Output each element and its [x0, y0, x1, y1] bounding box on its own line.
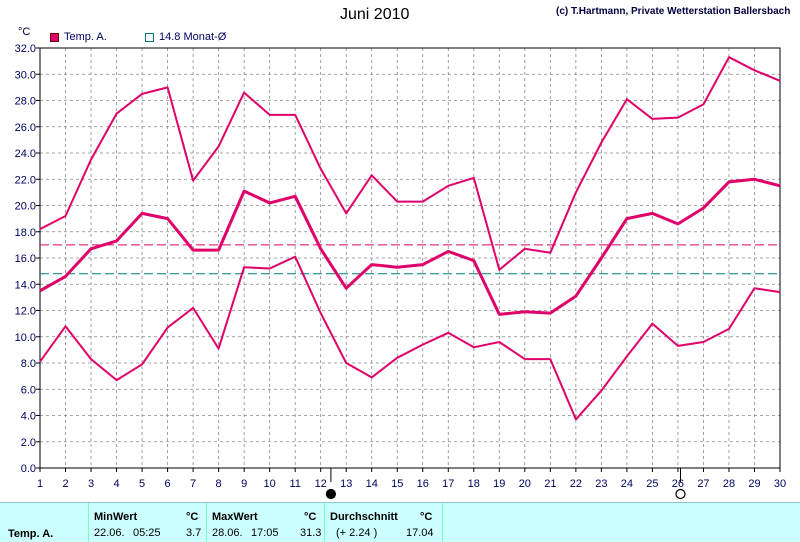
- x-tick-label: 13: [340, 478, 352, 490]
- x-tick-label: 30: [774, 478, 786, 490]
- y-tick-label: 24.0: [15, 148, 36, 160]
- series-line-min: [39, 255, 781, 421]
- x-tick-label: 28: [723, 478, 735, 490]
- max-time: 17:05: [251, 527, 279, 539]
- min-time: 05:25: [133, 527, 161, 539]
- x-tick-label: 22: [570, 478, 582, 490]
- x-tick-label: 2: [62, 478, 68, 490]
- x-tick-label: 23: [595, 478, 607, 490]
- x-tick-label: 26: [672, 478, 684, 490]
- y-tick-label: 16.0: [15, 253, 36, 265]
- x-tick-label: 7: [190, 478, 196, 490]
- x-tick-label: 29: [748, 478, 760, 490]
- avg-unit: °C: [420, 511, 433, 523]
- full-moon-icon: [675, 488, 686, 500]
- legend-temp-label: Temp. A.: [64, 31, 107, 43]
- max-header: MaxWert: [212, 511, 258, 523]
- x-tick-label: 17: [442, 478, 454, 490]
- min-date: 22.06.: [94, 527, 125, 539]
- legend-swatch-empty: [145, 32, 154, 42]
- avg-value: 17.04: [406, 527, 434, 539]
- y-tick-label: 12.0: [15, 306, 36, 318]
- legend-average: 14.8 Monat-Ø: [145, 31, 226, 43]
- legend-average-label: 14.8 Monat-Ø: [159, 31, 227, 43]
- x-tick-label: 16: [417, 478, 429, 490]
- y-tick-label: 2.0: [21, 437, 36, 449]
- x-tick-label: 9: [241, 478, 247, 490]
- y-tick-label: 14.0: [15, 279, 36, 291]
- copyright-note: (c) T.Hartmann, Private Wetterstation Ba…: [556, 6, 791, 17]
- legend-temp: Temp. A.: [50, 31, 107, 43]
- min-unit: °C: [186, 511, 199, 523]
- y-tick-label: 32.0: [15, 43, 36, 55]
- x-tick-label: 5: [139, 478, 145, 490]
- y-tick-label: 28.0: [15, 96, 36, 108]
- x-tick-label: 25: [646, 478, 658, 490]
- stats-cell-label: [0, 503, 89, 542]
- y-axis-unit: °C: [18, 26, 31, 38]
- stats-cell-min: [88, 503, 207, 542]
- x-tick-label: 12: [315, 478, 327, 490]
- y-tick-label: 0.0: [21, 463, 36, 475]
- x-tick-label: 18: [468, 478, 480, 490]
- y-tick-label: 8.0: [21, 358, 36, 370]
- y-tick-label: 6.0: [21, 384, 36, 396]
- x-tick-label: 6: [165, 478, 171, 490]
- min-value: 3.7: [186, 527, 202, 539]
- new-moon-icon: [325, 488, 336, 500]
- stats-row-label: Temp. A.: [8, 528, 54, 540]
- x-tick-label: 11: [289, 478, 300, 490]
- x-tick-label: 3: [88, 478, 94, 490]
- y-tick-label: 10.0: [15, 332, 36, 344]
- y-tick-label: 26.0: [15, 122, 36, 134]
- x-tick-label: 8: [216, 478, 222, 490]
- x-tick-label: 19: [493, 478, 505, 490]
- max-date: 28.06.: [212, 527, 243, 539]
- min-header: MinWert: [94, 511, 138, 523]
- series-line-max: [39, 56, 781, 271]
- x-tick-label: 10: [264, 478, 276, 490]
- stats-cell-max: [206, 503, 325, 542]
- x-tick-label: 21: [544, 478, 556, 490]
- stats-cell-avg: [324, 503, 443, 542]
- x-tick-label: 24: [621, 478, 633, 490]
- y-tick-label: 30.0: [15, 69, 36, 81]
- avg-header: Durchschnitt: [330, 511, 398, 523]
- plot-frame: [39, 47, 781, 469]
- y-tick-label: 4.0: [21, 411, 36, 423]
- y-tick-label: 18.0: [15, 227, 36, 239]
- stats-table: Temp. A. MinWert °C 22.06. 05:25 3.7 Max…: [0, 502, 800, 542]
- y-tick-label: 20.0: [15, 201, 36, 213]
- avg-delta: (+ 2.24 ): [336, 527, 378, 539]
- max-value: 31.3: [300, 527, 322, 539]
- max-unit: °C: [304, 511, 317, 523]
- x-tick-label: 14: [366, 478, 378, 490]
- x-tick-label: 20: [519, 478, 531, 490]
- y-tick-label: 22.0: [15, 174, 36, 186]
- temperature-chart: 0.0 2.0 4.0 6.0 8.0 10.0 12.0 14.0 16.0 18.0 20.0 2…: [15, 43, 786, 500]
- x-tick-label: 15: [391, 478, 403, 490]
- x-tick-label: 1: [37, 478, 43, 490]
- legend-swatch-filled: [50, 32, 59, 42]
- x-tick-label: 27: [697, 478, 709, 490]
- series-line-mean: [39, 177, 781, 316]
- chart-title: Juni 2010: [340, 6, 410, 23]
- x-tick-label: 4: [113, 478, 119, 490]
